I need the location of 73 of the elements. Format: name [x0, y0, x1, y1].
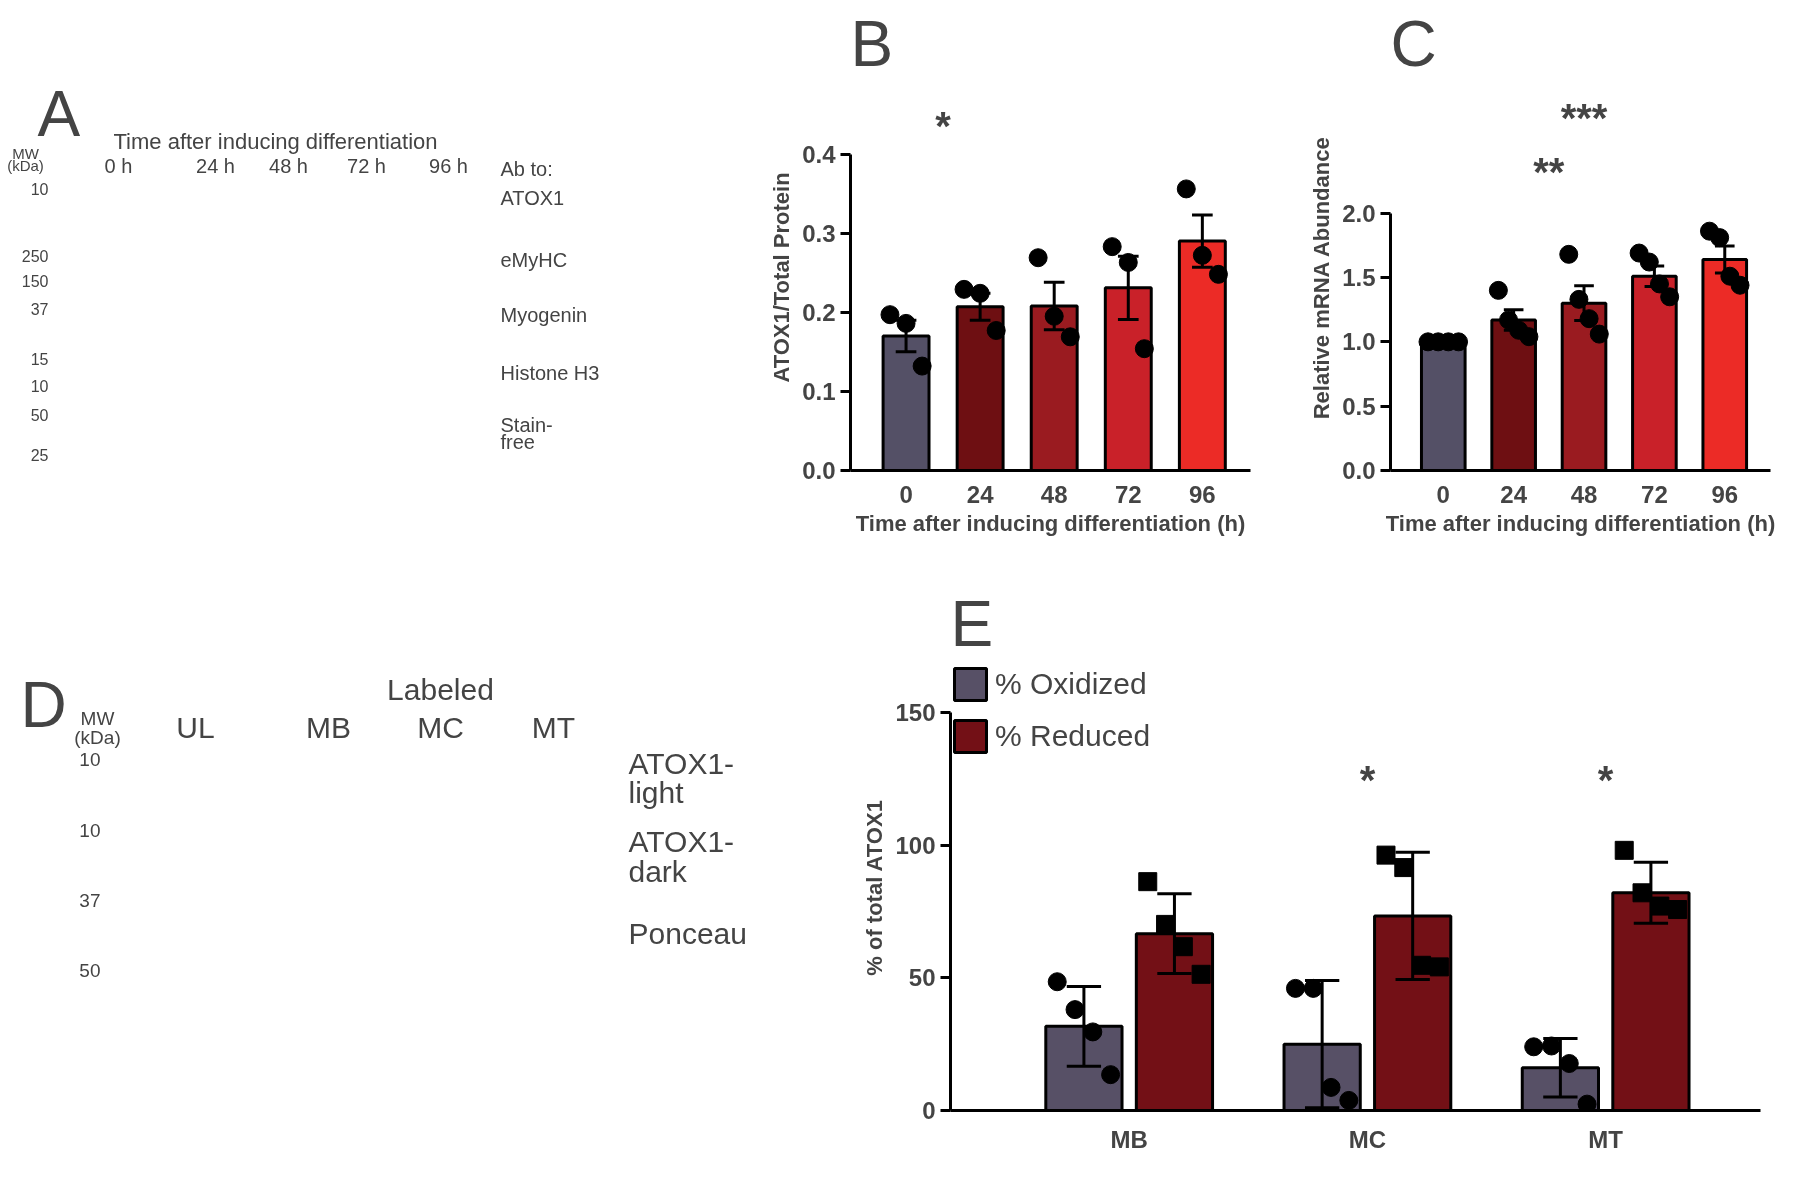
y-tick-label: 0.0: [1342, 457, 1376, 484]
text: 50: [30, 407, 49, 425]
text: MB: [306, 711, 351, 745]
text: D: [20, 669, 67, 742]
legend-label: % Reduced: [995, 719, 1151, 753]
x-axis-title: Time after inducing differentiation (h): [855, 510, 1246, 536]
text: Labeled: [387, 672, 494, 706]
text: 10: [79, 819, 101, 841]
y-tick-label: 2.0: [1342, 199, 1376, 227]
text: 10: [79, 749, 101, 771]
text: 50: [79, 960, 101, 982]
text: MT: [531, 711, 576, 745]
text: 72 h: [347, 154, 386, 177]
y-tick-label: 0.4: [802, 140, 837, 168]
legend-label: % Oxidized: [995, 667, 1147, 701]
text: MW: [80, 707, 115, 729]
y-tick-label: 0.0: [802, 457, 836, 484]
text: Ab to:: [500, 158, 553, 181]
x-tick-label: 24: [966, 480, 995, 508]
text: Ponceau: [628, 917, 747, 951]
chart-title: B: [850, 7, 894, 80]
text: 150: [21, 272, 49, 290]
x-tick-label: 24: [1500, 480, 1528, 508]
x-tick-label: 48: [1570, 480, 1598, 508]
y-tick-label: 150: [895, 698, 936, 726]
y-tick-label: 0: [922, 1097, 936, 1124]
x-tick-label: 0: [1436, 480, 1450, 508]
text: 37: [30, 300, 49, 318]
text: 96 h: [429, 154, 468, 177]
text: 15: [30, 350, 49, 368]
y-axis-title: ATOX1/Total Protein: [769, 172, 795, 383]
y-tick-label: 0.2: [802, 298, 836, 326]
chart-title: E: [950, 587, 994, 660]
y-tick-label: 0.5: [1342, 392, 1376, 420]
text: 10: [30, 377, 49, 395]
x-tick-label: 48: [1040, 480, 1068, 508]
text: 10: [30, 180, 49, 198]
text: 37: [79, 889, 101, 911]
y-tick-label: 100: [895, 831, 936, 859]
text: MC: [417, 711, 464, 745]
text: 24 h: [196, 154, 235, 177]
y-tick-label: 1.0: [1342, 328, 1376, 356]
text: ATOX1: [500, 186, 565, 209]
text: 48 h: [269, 154, 308, 177]
y-axis-title: % of total ATOX1: [862, 800, 888, 976]
y-tick-label: 1.5: [1342, 264, 1376, 291]
text: eMyHC: [500, 248, 568, 271]
text: 250: [21, 248, 49, 266]
text: Myogenin: [500, 304, 588, 327]
x-tick-label: 96: [1189, 480, 1216, 508]
y-tick-label: 0.3: [802, 219, 836, 247]
text: UL: [176, 711, 215, 745]
text: Histone H3: [500, 361, 600, 384]
x-tick-label: 72: [1641, 480, 1668, 508]
y-tick-label: 0.1: [802, 377, 836, 405]
y-axis-title: Relative mRNA Abundance: [1309, 137, 1335, 420]
text: *: [935, 103, 952, 148]
text: **: [1533, 149, 1565, 194]
text: ***: [1560, 95, 1608, 140]
y-tick-label: 50: [908, 964, 936, 992]
x-tick-label: MC: [1348, 1125, 1387, 1153]
x-tick-label: 72: [1114, 480, 1142, 508]
text: 25: [30, 447, 49, 465]
annotation: *: [1597, 757, 1614, 802]
text: Time after inducing differentiation: [113, 128, 438, 154]
annotation: *: [1359, 757, 1376, 802]
chart-title: C: [1390, 7, 1437, 80]
x-tick-label: MB: [1110, 1125, 1148, 1153]
text: 0 h: [104, 154, 133, 177]
x-tick-label: 96: [1711, 480, 1739, 508]
x-tick-label: MT: [1588, 1125, 1624, 1153]
x-axis-title: Time after inducing differentiation (h): [1385, 510, 1776, 536]
text: (kDa): [74, 726, 121, 748]
